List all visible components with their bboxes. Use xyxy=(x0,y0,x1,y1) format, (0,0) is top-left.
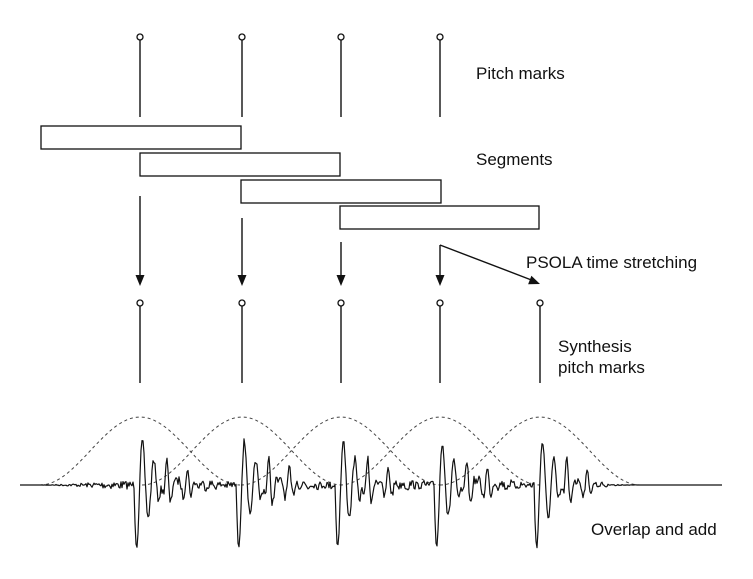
segments-label: Segments xyxy=(476,149,553,170)
synthesis-mark-head xyxy=(137,300,143,306)
pitch-marks-label: Pitch marks xyxy=(476,63,565,84)
segment-box xyxy=(41,126,241,149)
segment-box xyxy=(241,180,441,203)
psola-label: PSOLA time stretching xyxy=(526,252,697,273)
pitch-mark-head xyxy=(338,34,344,40)
mapping-arrows xyxy=(136,196,541,286)
pitch-mark-head xyxy=(239,34,245,40)
pitch-mark-head xyxy=(137,34,143,40)
arrow-head xyxy=(528,276,540,284)
synthesis-pitch-marks-label: Synthesis pitch marks xyxy=(558,336,645,378)
analysis-pitch-marks xyxy=(137,34,443,117)
segment-box xyxy=(340,206,539,229)
synthesis-pitch-marks xyxy=(137,300,543,383)
pitch-mark-head xyxy=(437,34,443,40)
synthesis-mark-head xyxy=(537,300,543,306)
arrow-head xyxy=(436,275,445,286)
synthesis-label-line2: pitch marks xyxy=(558,357,645,378)
overlap-and-add-label: Overlap and add xyxy=(591,519,717,540)
overlap-windows xyxy=(40,417,640,485)
arrow-head xyxy=(238,275,247,286)
segment-boxes xyxy=(41,126,539,229)
segment-box xyxy=(140,153,340,176)
arrow-head xyxy=(337,275,346,286)
synthesis-mark-head xyxy=(239,300,245,306)
synthesis-mark-head xyxy=(437,300,443,306)
synthesis-label-line1: Synthesis xyxy=(558,336,645,357)
synthesis-mark-head xyxy=(338,300,344,306)
psola-stretch-arrow xyxy=(440,245,534,281)
arrow-head xyxy=(136,275,145,286)
